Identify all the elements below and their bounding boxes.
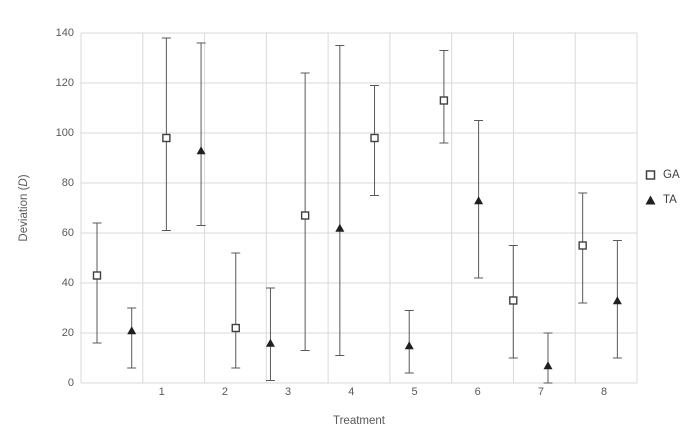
marker-triangle-ta-1 xyxy=(127,326,137,335)
y-tick-label: 120 xyxy=(55,76,74,89)
marker-square-ga-4 xyxy=(300,211,310,220)
y-tick-label: 80 xyxy=(61,176,74,189)
marker-triangle-ta-5 xyxy=(404,341,414,350)
y-tick-label: 40 xyxy=(61,276,74,289)
open-square-icon xyxy=(645,170,656,180)
legend: GA TA xyxy=(645,169,680,206)
x-axis-title: Treatment xyxy=(333,415,385,427)
filled-triangle-icon xyxy=(645,195,656,205)
marker-square-ga-5 xyxy=(370,133,379,143)
marker-triangle-ta-2 xyxy=(196,146,206,155)
legend-label: TA xyxy=(663,194,677,206)
y-tick-label: 0 xyxy=(67,376,74,389)
legend-item-ga: GA xyxy=(645,169,680,181)
y-axis-title-text: ) xyxy=(18,174,30,179)
x-tick-label: 3 xyxy=(285,386,292,398)
y-tick-label: 140 xyxy=(55,26,74,39)
y-axis-title: Deviation (D) xyxy=(18,138,30,278)
marker-triangle-ta-6 xyxy=(474,196,484,205)
marker-square-ga-6 xyxy=(439,96,449,105)
y-axis-title-text: Deviation ( xyxy=(18,186,30,242)
marker-square-ga-1 xyxy=(92,271,102,280)
marker-square-ga-8 xyxy=(578,241,587,250)
x-tick-label: 2 xyxy=(221,386,228,398)
x-tick-label: 1 xyxy=(158,386,165,398)
y-tick-label: 20 xyxy=(61,326,74,339)
legend-item-ta: TA xyxy=(645,194,680,206)
marker-square-ga-2 xyxy=(162,133,171,143)
marker-triangle-ta-7 xyxy=(543,361,553,370)
x-tick-label: 6 xyxy=(474,386,481,398)
marker-triangle-ta-3 xyxy=(265,338,275,347)
x-tick-label: 8 xyxy=(601,386,608,398)
y-axis-title-italic: D xyxy=(18,178,30,187)
marker-square-ga-3 xyxy=(231,323,240,333)
y-tick-label: 60 xyxy=(61,226,74,239)
marker-square-ga-7 xyxy=(509,296,518,305)
x-tick-label: 4 xyxy=(348,386,355,398)
y-tick-label: 100 xyxy=(55,126,74,139)
marker-triangle-ta-8 xyxy=(612,296,622,305)
marker-triangle-ta-4 xyxy=(335,223,345,232)
x-tick-label: 5 xyxy=(411,386,418,398)
x-tick-label: 7 xyxy=(537,386,544,398)
legend-label: GA xyxy=(663,169,680,181)
